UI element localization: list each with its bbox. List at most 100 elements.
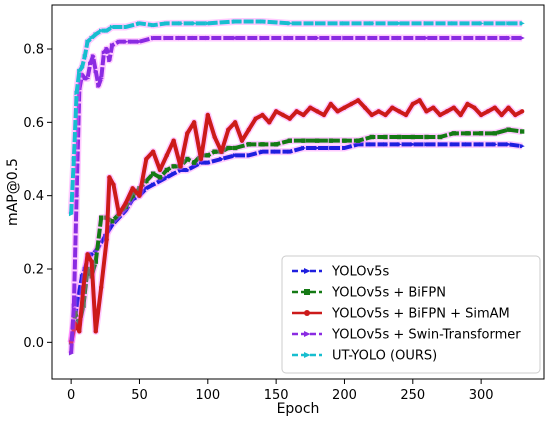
data-point <box>93 329 98 334</box>
y-tick-label: 0.4 <box>23 189 44 204</box>
data-point <box>191 120 197 125</box>
data-point <box>465 101 470 107</box>
data-point <box>79 65 85 70</box>
data-point <box>478 35 484 41</box>
data-point <box>513 112 518 118</box>
data-point <box>77 68 82 74</box>
data-point <box>89 259 94 264</box>
data-point <box>335 109 340 114</box>
data-point <box>185 131 190 136</box>
data-point <box>396 142 402 147</box>
data-point <box>355 98 361 103</box>
data-point <box>99 215 104 220</box>
data-point <box>191 160 197 165</box>
data-point <box>123 39 129 44</box>
data-point <box>451 21 457 26</box>
data-point <box>246 142 251 147</box>
data-point <box>328 145 334 151</box>
data-point <box>273 142 279 147</box>
data-point <box>85 39 91 44</box>
data-point <box>90 252 96 257</box>
data-point <box>116 39 122 44</box>
data-point <box>519 35 525 41</box>
data-point <box>342 145 348 151</box>
data-point <box>314 145 320 151</box>
data-point <box>301 138 306 143</box>
data-point <box>437 142 443 147</box>
data-point <box>465 142 471 147</box>
legend-label: YOLOv5s <box>331 265 389 280</box>
data-point <box>205 153 210 158</box>
legend-item: UT-YOLO (OURS) <box>292 349 437 364</box>
data-point <box>287 35 293 41</box>
x-tick-label: 250 <box>400 388 425 403</box>
data-point <box>212 149 217 154</box>
plot-area <box>67 18 525 356</box>
legend-marker <box>304 331 311 337</box>
data-point <box>280 112 286 118</box>
data-point <box>478 142 484 147</box>
data-point <box>369 142 375 147</box>
data-point <box>437 134 443 140</box>
data-point <box>93 68 99 74</box>
data-point <box>232 120 238 125</box>
data-point <box>171 138 176 143</box>
x-tick-label: 200 <box>332 388 357 403</box>
x-tick-label: 300 <box>469 388 494 403</box>
data-point <box>74 193 80 198</box>
data-point <box>260 19 266 24</box>
data-point <box>104 46 110 52</box>
data-point <box>198 160 204 165</box>
data-point <box>301 145 307 151</box>
data-point <box>260 142 265 147</box>
data-point <box>205 160 211 165</box>
data-point <box>178 167 184 173</box>
data-point <box>506 105 511 110</box>
data-point <box>369 112 374 118</box>
data-point <box>424 142 430 147</box>
data-point <box>88 61 93 66</box>
data-point <box>342 21 348 26</box>
data-point <box>85 76 91 81</box>
data-point <box>342 35 348 41</box>
data-point <box>104 237 109 242</box>
data-point <box>396 109 402 114</box>
data-point <box>239 138 245 143</box>
legend-item: YOLOv5s + Swin-Transformer <box>292 328 521 343</box>
legend-marker <box>304 268 311 274</box>
data-point <box>369 21 375 26</box>
data-point <box>314 35 320 41</box>
data-point <box>383 134 388 140</box>
data-point <box>451 142 457 147</box>
data-point <box>164 175 170 180</box>
data-point <box>342 138 347 143</box>
data-point <box>116 211 122 217</box>
data-point <box>485 109 491 114</box>
data-point <box>164 35 170 41</box>
y-tick-label: 0.6 <box>23 116 44 131</box>
data-point <box>273 109 279 114</box>
data-point <box>130 186 135 191</box>
data-point <box>396 35 402 41</box>
data-point <box>396 21 402 26</box>
data-point <box>328 101 333 107</box>
data-point <box>506 35 512 41</box>
data-point <box>431 105 436 110</box>
data-point <box>321 112 327 118</box>
data-point <box>81 285 86 290</box>
data-point <box>164 21 170 26</box>
data-point <box>212 134 217 140</box>
data-point <box>301 112 306 118</box>
data-point <box>232 153 238 158</box>
data-point <box>273 149 279 154</box>
data-point <box>219 149 224 154</box>
data-point <box>82 54 88 59</box>
data-point <box>369 134 374 140</box>
data-point <box>376 109 381 114</box>
data-point <box>390 105 395 110</box>
data-point <box>191 21 197 26</box>
data-point <box>519 21 525 26</box>
series-yolov5s-swin-transformer <box>67 34 525 356</box>
data-point <box>171 164 176 169</box>
